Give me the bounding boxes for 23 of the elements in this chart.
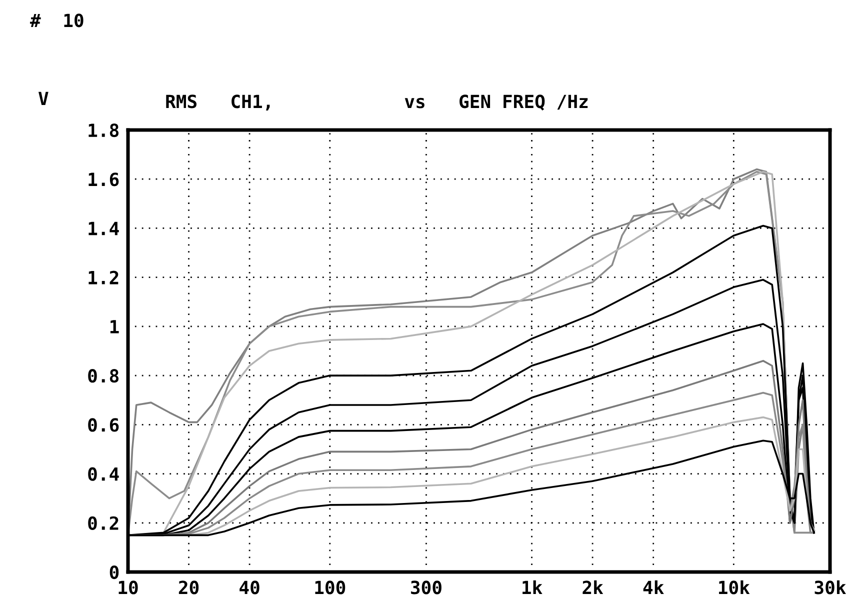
x-tick-label: 30k bbox=[814, 580, 846, 594]
y-tick-label: 0.8 bbox=[88, 369, 119, 383]
x-tick-label: 10k bbox=[719, 580, 750, 594]
y-tick-label: 0.2 bbox=[88, 516, 118, 530]
x-tick-label: 2k bbox=[582, 580, 604, 594]
x-tick-label: 10 bbox=[118, 580, 138, 594]
y-axis-title: V bbox=[38, 92, 48, 105]
text: # 10 bbox=[30, 14, 84, 28]
x-tick-label: 4k bbox=[643, 580, 664, 594]
x-tick-label: 1k bbox=[522, 580, 542, 594]
y-tick-label: 1.8 bbox=[88, 123, 119, 138]
x-tick-label: 40 bbox=[240, 580, 260, 594]
x-tick-label: 20 bbox=[178, 580, 199, 594]
y-tick-label: 1.6 bbox=[88, 172, 119, 186]
chart-title: RMS CH1, vs GEN FREQ /Hz bbox=[166, 94, 588, 111]
y-tick-label: 1.2 bbox=[88, 270, 118, 284]
x-tick-label: 100 bbox=[315, 580, 346, 594]
y-tick-label: 0.4 bbox=[88, 467, 119, 481]
y-tick-label: 1 bbox=[110, 320, 119, 334]
y-tick-label: 1.4 bbox=[88, 222, 119, 236]
x-tick-label: 300 bbox=[411, 580, 442, 594]
y-tick-label: 0.6 bbox=[88, 418, 119, 432]
y-tick-label: 0 bbox=[110, 565, 119, 580]
